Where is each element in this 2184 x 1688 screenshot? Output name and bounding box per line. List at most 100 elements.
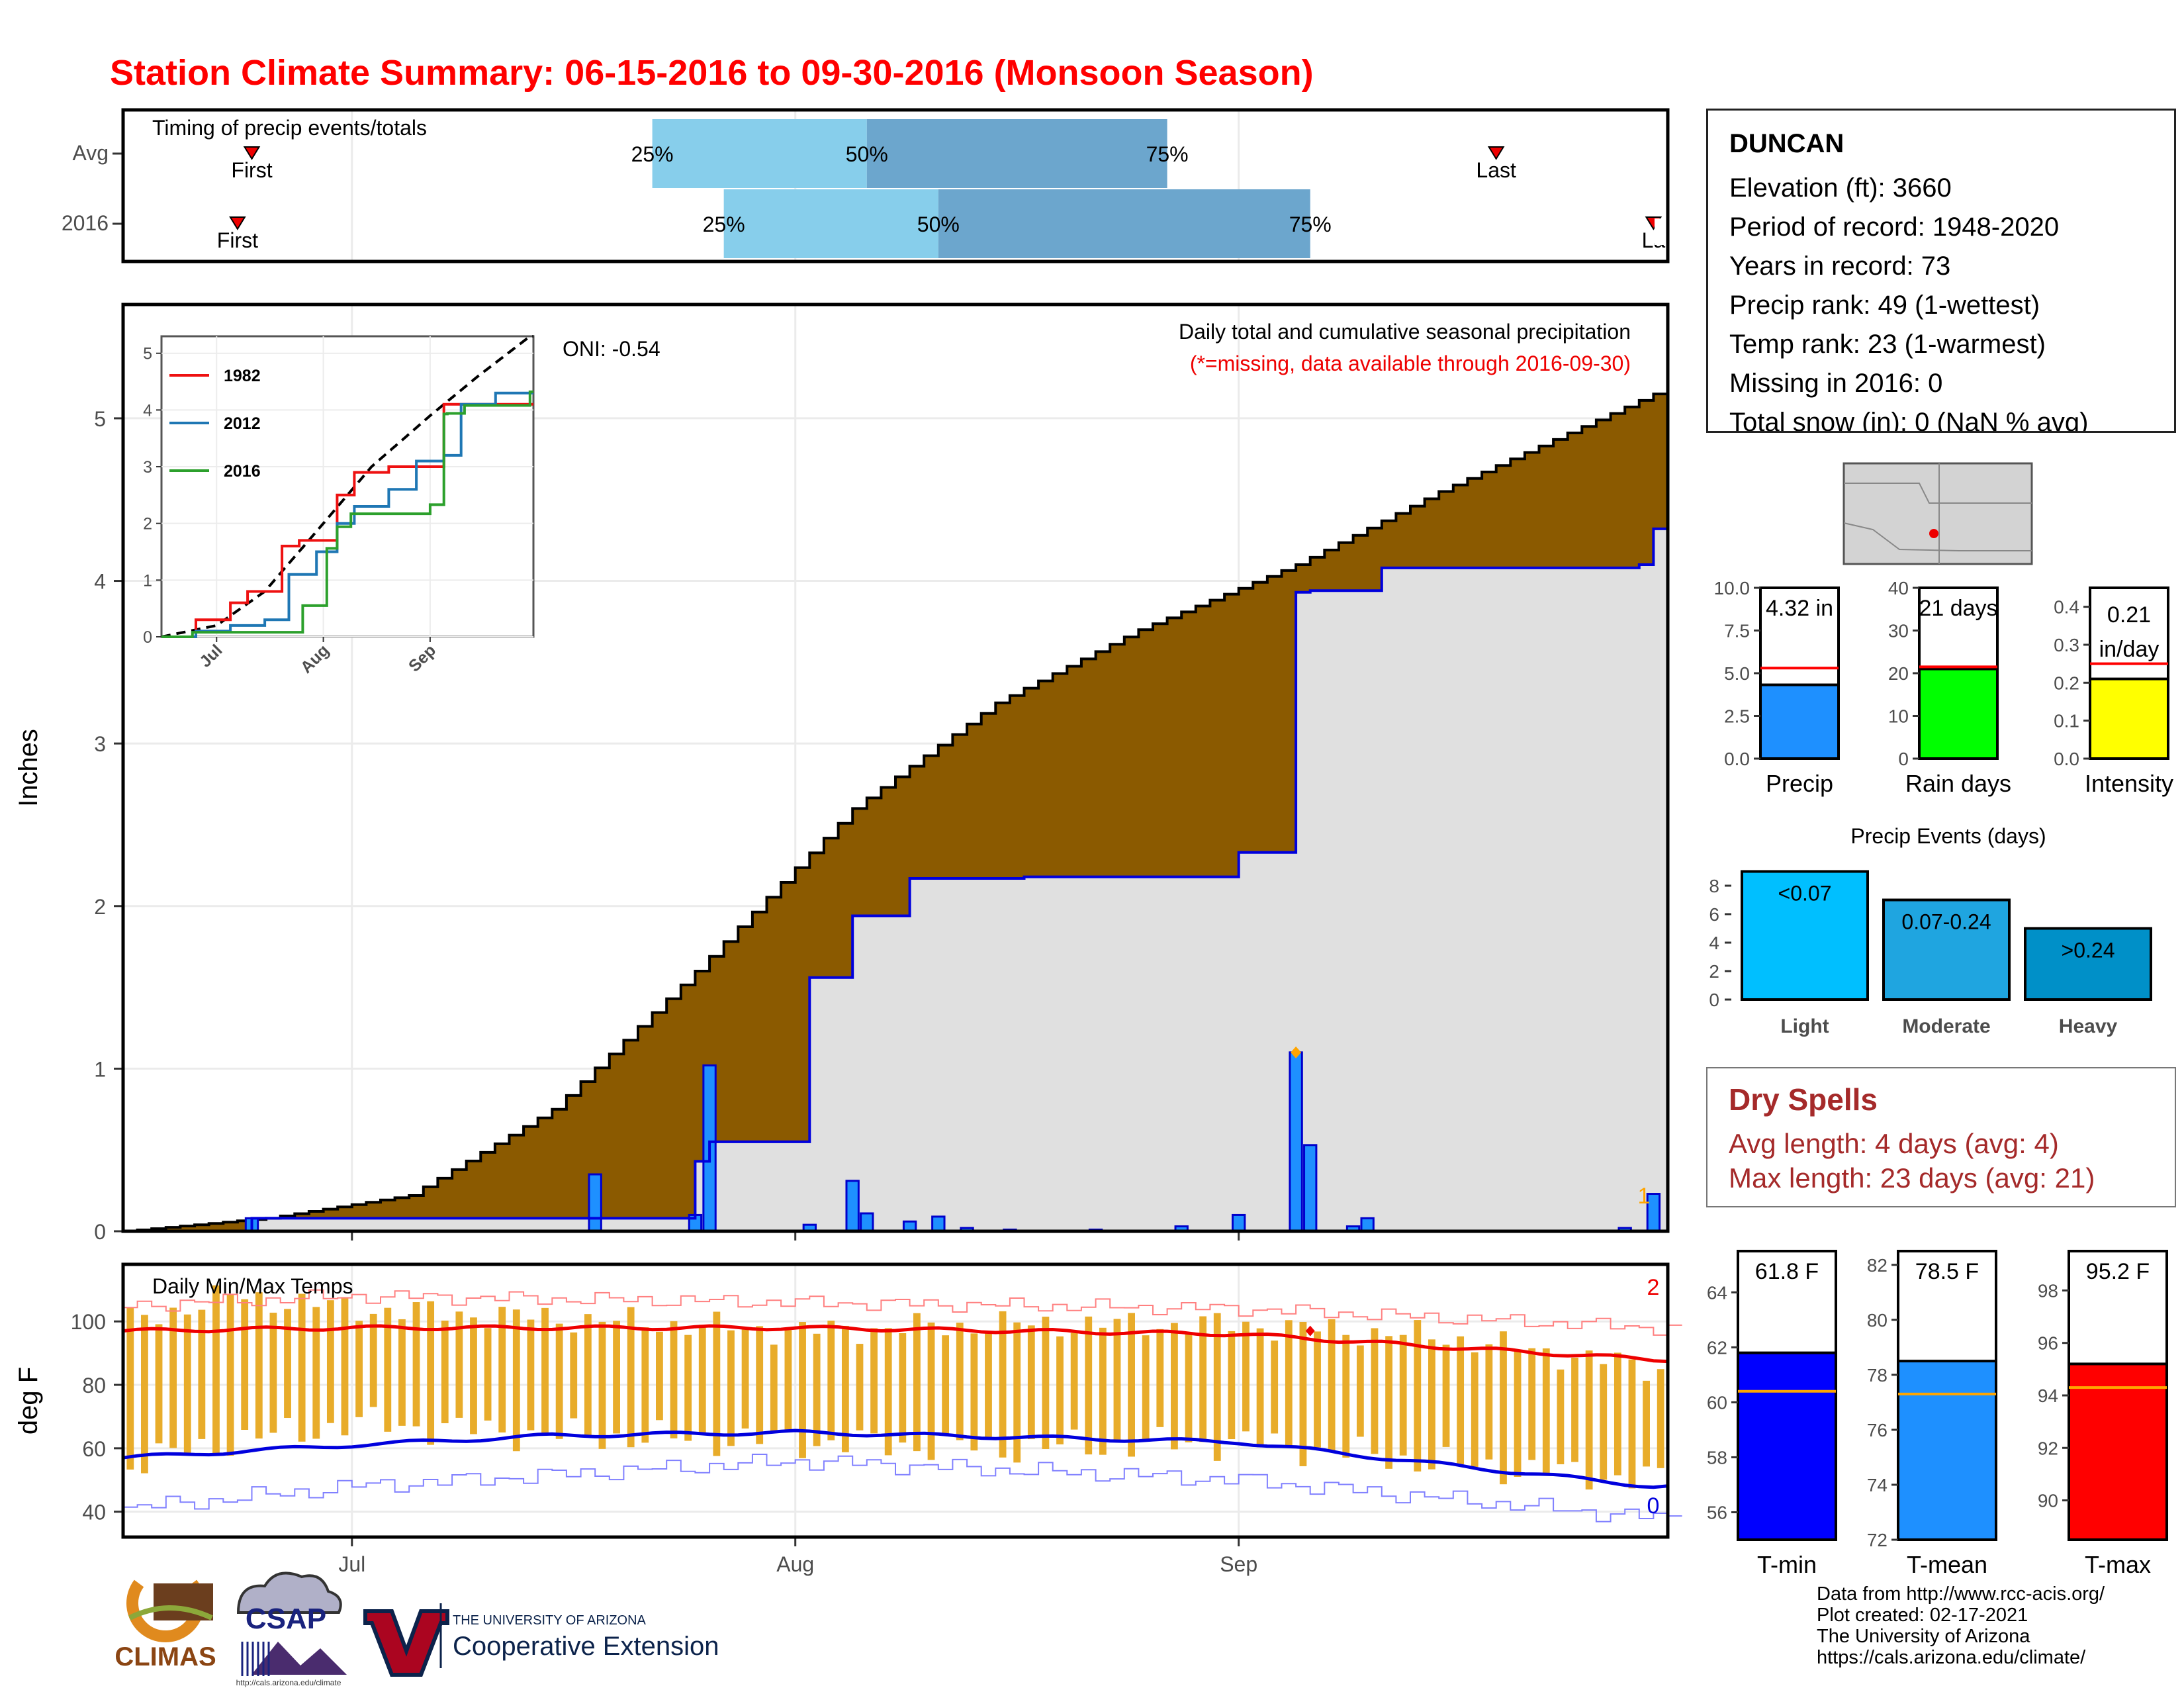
inset-series-1982 — [161, 402, 533, 638]
temp-daily-bar — [884, 1328, 892, 1456]
temp-daily-bar — [627, 1307, 635, 1448]
csap-logo-text: CSAP — [246, 1603, 326, 1635]
mini-bar-intensity — [2089, 677, 2169, 760]
precip-subtitle: Daily total and cumulative seasonal prec… — [1179, 320, 1631, 344]
precip-panel-border — [121, 303, 1670, 1233]
inset-series-2016 — [161, 390, 533, 638]
temp-daily-bar — [985, 1333, 992, 1437]
temp-daily-bar — [899, 1333, 907, 1443]
temp-xtick-label: Jul — [338, 1552, 365, 1576]
precip-count-label: 1 — [1638, 1184, 1651, 1209]
temp-daily-bar — [1457, 1336, 1465, 1464]
temp-daily-bar — [212, 1285, 220, 1456]
temp-daily-bar — [698, 1325, 706, 1433]
temp-daily-bar — [427, 1301, 435, 1445]
temp-daily-bar — [269, 1313, 277, 1433]
inset-ytick-label: 4 — [143, 401, 152, 420]
temp-bar-ytick-label: 56 — [1707, 1502, 1727, 1523]
temp-record-min-line — [123, 1454, 1682, 1523]
mini-bar-value: 21 days — [1919, 596, 1997, 621]
ua-logo-top-text: THE UNIVERSITY OF ARIZONA — [453, 1613, 647, 1628]
station-years: Years in record: 73 — [1729, 252, 1951, 281]
temp-daily-bar — [1528, 1348, 1536, 1460]
temp-xtick-label: Aug — [776, 1552, 814, 1576]
temp-daily-bar — [813, 1333, 821, 1446]
temp-daily-bar — [369, 1313, 377, 1407]
mini-bar-ytick-label: 10 — [1888, 706, 1909, 727]
temp-daily-bar — [1442, 1344, 1450, 1447]
temp-bar-ytick-label: 94 — [2038, 1385, 2058, 1406]
temp-daily-bar — [799, 1322, 806, 1458]
precip-ytick-label: 3 — [94, 732, 106, 756]
inset-legend-label: 1982 — [224, 367, 261, 385]
temp-daily-bar — [183, 1314, 191, 1456]
timing-q75-label: 75% — [1289, 212, 1332, 236]
events-bar-value: 0.07-0.24 — [1901, 910, 1991, 934]
inset-ytick-label: 5 — [143, 345, 152, 363]
csap-logo-cloud — [236, 1571, 342, 1614]
temp-daily-bar — [512, 1309, 520, 1452]
timing-label: Timing of precip events/totals — [152, 116, 427, 140]
precip-daily-bar — [1289, 1051, 1303, 1233]
temp-daily-bar — [1428, 1339, 1435, 1470]
temp-daily-bar — [684, 1335, 692, 1441]
temp-daily-bar — [1557, 1369, 1565, 1465]
events-bar-value: >0.24 — [2062, 939, 2115, 962]
temp-bar-ytick-label: 78 — [1867, 1365, 1888, 1385]
temp-bar-label: T-max — [2085, 1551, 2151, 1578]
inset-legend-label: 2016 — [224, 462, 261, 481]
temp-bar-t-max — [2068, 1362, 2168, 1541]
precip-ytick-label: 5 — [94, 407, 106, 431]
temp-daily-bar — [1070, 1333, 1078, 1430]
mini-bar-ytick-label: 0.3 — [2054, 635, 2079, 655]
temp-daily-bar — [1242, 1321, 1250, 1432]
temp-daily-bar — [756, 1326, 764, 1444]
timing-first-marker — [243, 146, 261, 160]
temp-daily-bar — [1213, 1313, 1221, 1461]
ua-logo-bottom-text: Cooperative Extension — [453, 1632, 719, 1661]
mini-bar-ytick-label: 30 — [1888, 621, 1909, 641]
temp-daily-bar — [470, 1317, 477, 1434]
station-snow: Total snow (in): 0 (NaN % avg) — [1729, 408, 2089, 433]
temp-daily-bar — [1371, 1328, 1379, 1454]
temp-bar-ytick-label: 72 — [1867, 1530, 1888, 1550]
footer-plot-created: Plot created: 02-17-2021 — [1817, 1605, 2028, 1626]
temp-daily-bar — [1542, 1348, 1550, 1476]
temp-daily-bar — [298, 1293, 306, 1442]
temp-ytick-label: 100 — [71, 1310, 106, 1334]
temp-daily-bar — [999, 1311, 1007, 1458]
temp-daily-bar — [613, 1321, 620, 1434]
timing-row-label: 2016 — [62, 211, 109, 235]
temp-daily-bar — [841, 1325, 849, 1452]
temp-ytick-label: 80 — [82, 1374, 106, 1397]
mini-bar-ytick-label: 0.0 — [2054, 749, 2079, 769]
temp-daily-bar — [598, 1321, 606, 1449]
timing-first-label: First — [217, 228, 258, 252]
temp-daily-bar — [326, 1300, 334, 1423]
temp-daily-bar — [1485, 1344, 1493, 1460]
events-ytick-label: 4 — [1709, 933, 1719, 953]
mini-bar-ytick-label: 40 — [1888, 578, 1909, 598]
temp-bar-ytick-label: 90 — [2038, 1491, 2058, 1511]
timing-clip-mask — [1655, 218, 1668, 245]
temp-daily-bar — [1099, 1327, 1107, 1455]
temp-bar-value: 95.2 F — [2086, 1259, 2150, 1284]
temp-daily-bar — [1385, 1336, 1392, 1469]
inset-ytick-label: 2 — [143, 515, 152, 534]
temp-daily-bar — [1128, 1313, 1135, 1457]
temp-daily-bar — [1285, 1320, 1293, 1446]
temp-bar-t-mean — [1897, 1360, 1997, 1541]
station-elevation: Elevation (ft): 3660 — [1729, 173, 1952, 203]
temp-daily-bar — [498, 1307, 506, 1432]
temp-record-max-line — [123, 1289, 1682, 1336]
mini-bar-label: Precip — [1766, 770, 1833, 797]
precip-daily-bar — [1303, 1144, 1318, 1233]
temp-daily-bar — [412, 1302, 420, 1427]
precip-2016-cumulative-area — [123, 528, 1668, 1231]
temp-daily-bar — [1471, 1352, 1479, 1467]
mini-bar-ytick-label: 10.0 — [1714, 578, 1751, 598]
temp-bar-ytick-label: 74 — [1867, 1475, 1888, 1495]
temp-bar-ytick-label: 62 — [1707, 1337, 1727, 1358]
csap-logo-url: http://cals.arizona.edu/climate — [236, 1678, 341, 1687]
inset-ytick-label: 3 — [143, 458, 152, 477]
